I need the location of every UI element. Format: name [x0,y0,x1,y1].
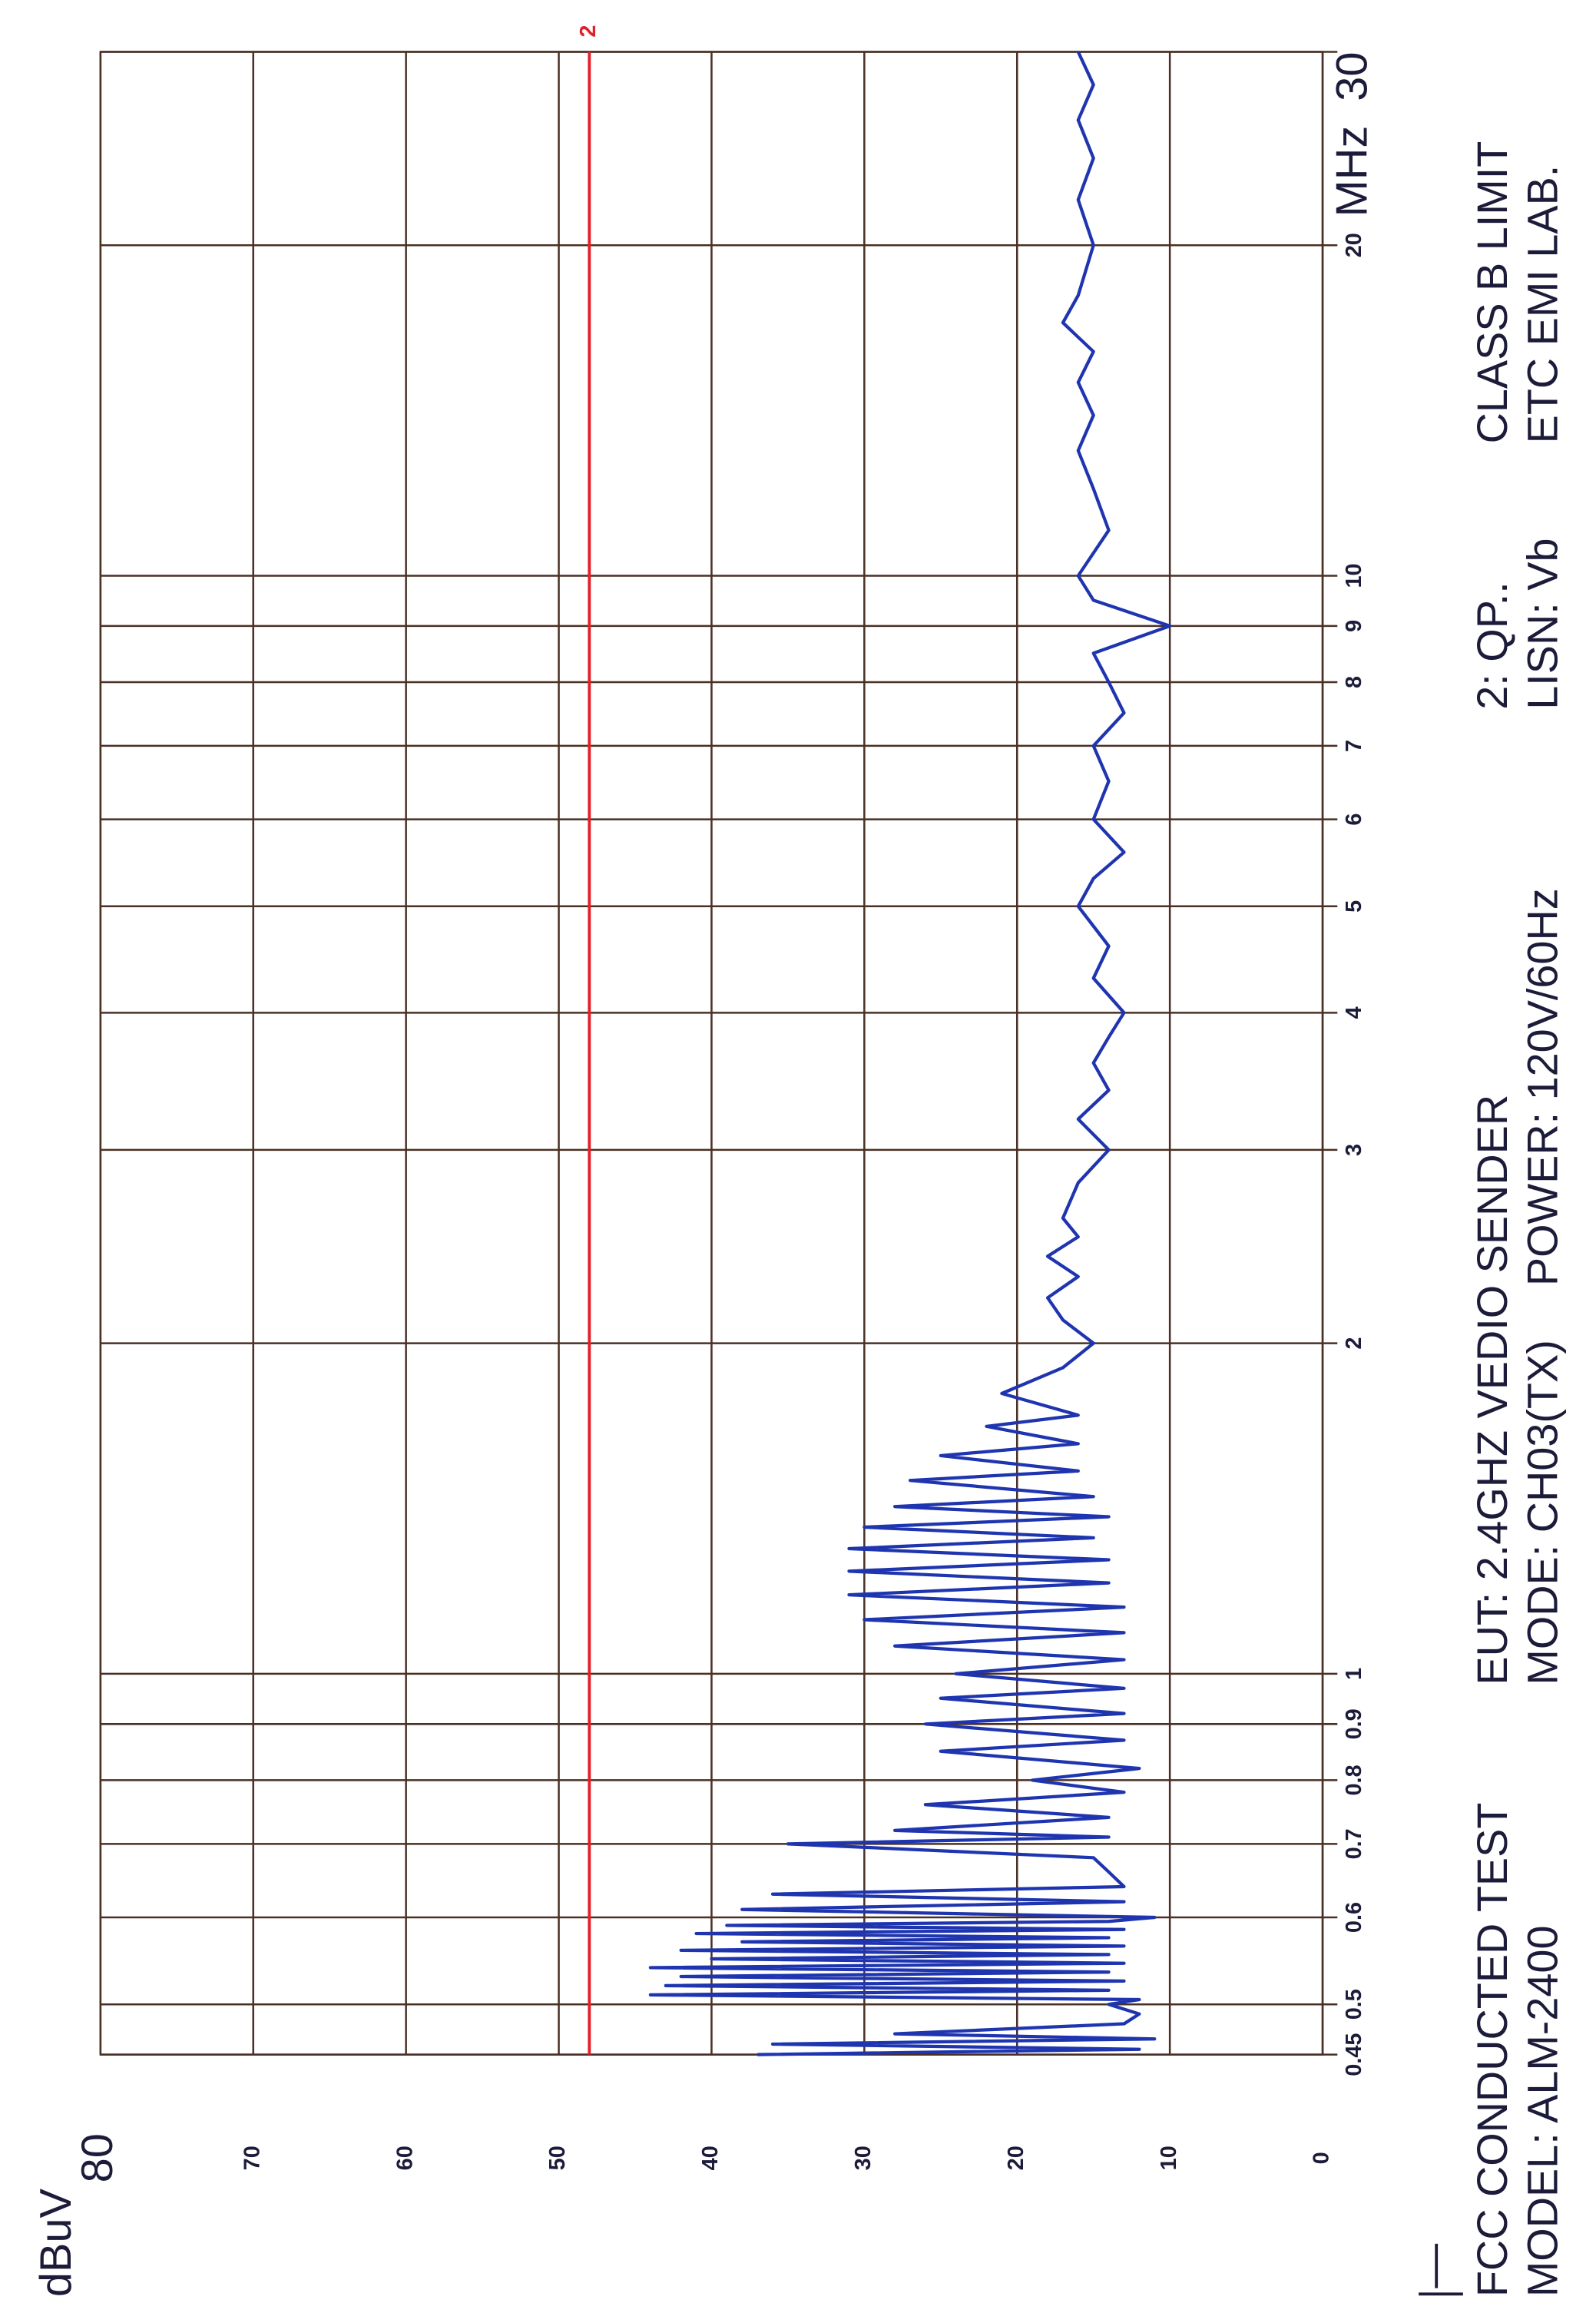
x-tick-label: 0.9 [1342,1708,1366,1739]
x-axis-label: MHz [1328,126,1377,217]
x-tick-label: 0.7 [1342,1828,1366,1859]
note: LISN: Vb [1518,538,1566,709]
x-tick-label: 0.45 [1342,2033,1366,2076]
x-tick-label: 0.5 [1342,1989,1366,2020]
x-tick-label: 1 [1342,1668,1366,1680]
note: 2: QP.. [1468,582,1516,709]
note: FCC CONDUCTED TEST [1468,1803,1516,2298]
limit-label: 2 [576,25,601,38]
y-tick-label: 0 [1310,2152,1334,2164]
x-tick-label: 5 [1342,900,1366,913]
y-tick-label: 60 [392,2146,417,2170]
note: CLASS B LIMIT [1468,141,1516,444]
note: EUT: 2.4GHZ VEDIO SENDER [1468,1095,1516,1685]
x-tick-label: 4 [1342,1006,1366,1019]
y-tick-label: 40 [698,2146,723,2170]
x-tick-label: 9 [1342,620,1366,632]
rotated-chart: dBuV FCC CONDUCTED TEST MODEL: ALM-2400 … [31,25,1566,2298]
x-tick-label: 30 [1328,51,1377,101]
x-tick-label: 0.8 [1342,1765,1366,1795]
y-axis-label: dBuV [31,2188,81,2297]
y-tick-label: 10 [1157,2146,1181,2170]
x-tick-label: 8 [1342,676,1366,688]
y-tick-label: 20 [1004,2146,1028,2170]
note: MODEL: ALM-2400 [1518,1926,1566,2298]
note: MODE: CH03(TX) [1518,1340,1566,1685]
y-tick-label: 70 [240,2146,264,2170]
x-tick-label: 10 [1342,563,1366,588]
x-tick-label: 2 [1342,1337,1366,1350]
y-tick-label: 50 [545,2146,570,2170]
trace [648,51,1172,2056]
legend-symbol [1419,2243,1463,2296]
x-tick-label: 6 [1342,814,1366,826]
note: POWER: 120V/60Hz [1518,888,1566,1286]
y-tick-label: 30 [851,2146,876,2170]
x-tick-label: 20 [1342,233,1366,257]
x-tick-label: 7 [1342,740,1366,752]
note: ETC EMI LAB. [1518,165,1566,444]
x-tick-label: 0.6 [1342,1902,1366,1933]
x-tick-label: 3 [1342,1144,1366,1156]
y-tick-label: 80 [73,2133,122,2182]
